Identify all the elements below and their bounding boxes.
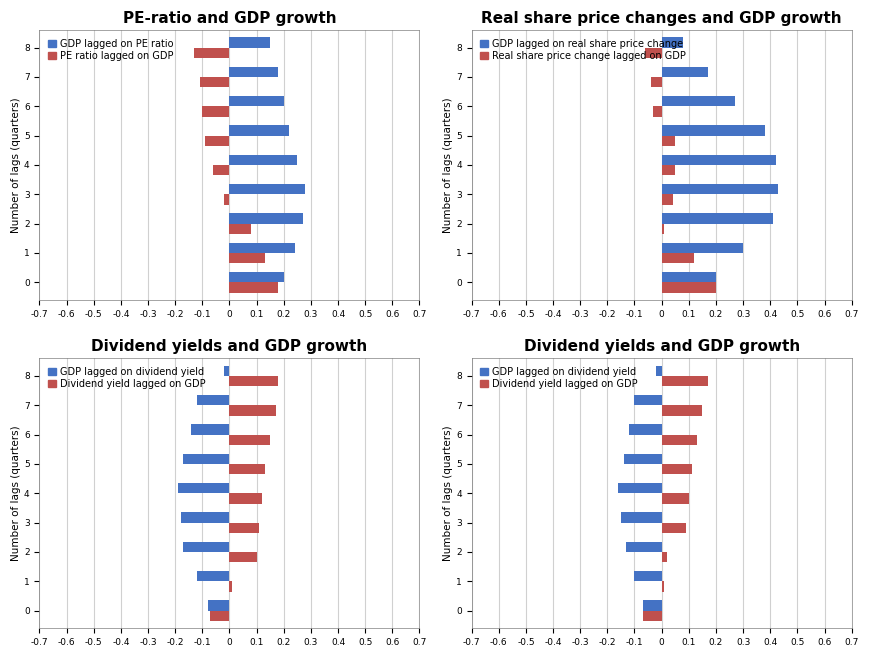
Y-axis label: Number of lags (quarters): Number of lags (quarters) xyxy=(443,97,453,233)
Bar xyxy=(661,38,682,47)
Legend: GDP lagged on real share price change, Real share price change lagged on GDP: GDP lagged on real share price change, R… xyxy=(476,35,689,64)
Bar xyxy=(661,66,707,77)
Bar xyxy=(661,282,715,293)
Bar xyxy=(229,405,275,416)
Bar xyxy=(661,435,696,445)
Bar xyxy=(634,395,661,405)
Bar xyxy=(196,395,229,405)
Bar xyxy=(229,213,302,224)
Bar xyxy=(213,165,229,175)
Bar xyxy=(645,47,661,58)
Bar xyxy=(661,581,664,592)
Bar xyxy=(181,513,229,522)
Bar xyxy=(618,483,661,494)
Title: Dividend yields and GDP growth: Dividend yields and GDP growth xyxy=(91,340,367,355)
Bar xyxy=(628,424,661,435)
Bar xyxy=(177,483,229,494)
Bar xyxy=(229,376,278,386)
Bar xyxy=(210,611,229,621)
Title: PE-ratio and GDP growth: PE-ratio and GDP growth xyxy=(123,11,335,26)
Legend: GDP lagged on dividend yield, Dividend yield lagged on GDP: GDP lagged on dividend yield, Dividend y… xyxy=(44,363,209,393)
Bar xyxy=(642,600,661,611)
Bar xyxy=(202,107,229,116)
Bar xyxy=(229,272,283,282)
Bar xyxy=(661,126,764,136)
Bar xyxy=(634,571,661,581)
Bar xyxy=(196,571,229,581)
Bar xyxy=(661,136,674,146)
Bar xyxy=(661,522,686,533)
Bar xyxy=(229,581,232,592)
Title: Dividend yields and GDP growth: Dividend yields and GDP growth xyxy=(523,340,799,355)
Bar xyxy=(661,194,672,205)
Bar xyxy=(229,243,295,253)
Bar xyxy=(229,494,262,503)
Bar xyxy=(620,513,661,522)
Bar xyxy=(623,453,661,464)
Bar xyxy=(229,184,305,194)
Y-axis label: Number of lags (quarters): Number of lags (quarters) xyxy=(11,426,21,561)
Bar xyxy=(194,47,229,58)
Bar xyxy=(229,38,270,47)
Bar xyxy=(223,194,229,205)
Bar xyxy=(655,366,661,376)
Bar xyxy=(661,405,701,416)
Bar xyxy=(191,424,229,435)
Bar xyxy=(661,184,778,194)
Bar xyxy=(661,213,772,224)
Bar xyxy=(199,77,229,88)
Y-axis label: Number of lags (quarters): Number of lags (quarters) xyxy=(443,426,453,561)
Bar xyxy=(661,272,715,282)
Bar xyxy=(229,435,270,445)
Bar xyxy=(661,224,664,234)
Bar xyxy=(229,253,264,263)
Bar xyxy=(661,155,775,165)
Bar xyxy=(650,77,661,88)
Bar xyxy=(661,96,734,107)
Bar xyxy=(229,522,259,533)
Bar xyxy=(642,611,661,621)
Bar xyxy=(661,494,688,503)
Bar xyxy=(229,464,264,474)
Bar xyxy=(661,376,707,386)
Bar xyxy=(626,542,661,552)
Bar xyxy=(183,542,229,552)
Y-axis label: Number of lags (quarters): Number of lags (quarters) xyxy=(11,97,21,233)
Bar xyxy=(229,282,278,293)
Bar xyxy=(661,253,693,263)
Bar xyxy=(661,165,674,175)
Bar xyxy=(229,552,256,562)
Bar xyxy=(229,96,283,107)
Bar xyxy=(229,126,289,136)
Title: Real share price changes and GDP growth: Real share price changes and GDP growth xyxy=(481,11,841,26)
Bar xyxy=(661,552,667,562)
Legend: GDP lagged on dividend yield, Dividend yield lagged on GDP: GDP lagged on dividend yield, Dividend y… xyxy=(476,363,640,393)
Bar xyxy=(208,600,229,611)
Bar xyxy=(223,366,229,376)
Bar xyxy=(229,155,297,165)
Bar xyxy=(661,464,691,474)
Legend: GDP lagged on PE ratio, PE ratio lagged on GDP: GDP lagged on PE ratio, PE ratio lagged … xyxy=(44,35,177,64)
Bar xyxy=(229,66,278,77)
Bar xyxy=(183,453,229,464)
Bar xyxy=(653,107,661,116)
Bar xyxy=(229,224,251,234)
Bar xyxy=(661,243,742,253)
Bar xyxy=(205,136,229,146)
